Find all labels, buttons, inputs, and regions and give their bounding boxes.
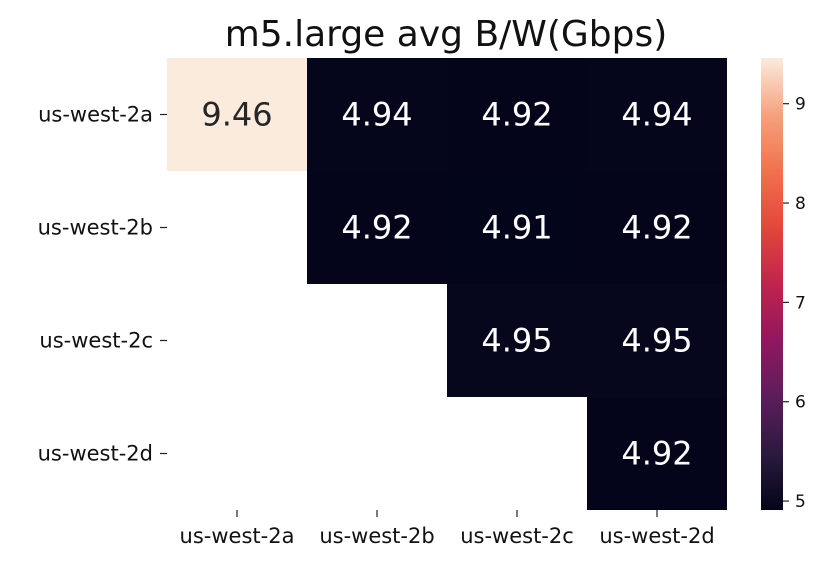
heatmap-cell xyxy=(307,58,447,171)
heatmap-cell xyxy=(587,397,727,510)
colorbar-tick-label: 5 xyxy=(795,492,806,512)
heatmap-cell xyxy=(307,171,447,284)
y-axis-ticks: us-west-2a us-west-2b us-west-2c us-west-2d xyxy=(38,103,167,466)
cell-value-label: 4.95 xyxy=(621,322,692,360)
x-tick-label: us-west-2d xyxy=(599,524,714,548)
colorbar-tick-label: 8 xyxy=(795,194,806,214)
cell-value-label: 4.95 xyxy=(481,322,552,360)
heatmap-cell xyxy=(587,284,727,397)
y-tick-label: us-west-2a xyxy=(38,103,153,127)
colorbar-tick-label: 6 xyxy=(795,393,806,413)
heatmap-cell xyxy=(587,58,727,171)
y-tick-label: us-west-2c xyxy=(39,329,153,353)
cell-annotations: 9.46 4.94 4.92 4.94 4.92 4.91 4.92 4.95 4.95 4.92 xyxy=(201,96,692,473)
heatmap-cell xyxy=(587,171,727,284)
cell-value-label: 4.94 xyxy=(341,96,412,134)
cell-value-label: 4.92 xyxy=(341,209,412,247)
heatmap-cell xyxy=(447,171,587,284)
cell-value-label: 9.46 xyxy=(201,96,272,134)
colorbar-ticks: 5 6 7 8 9 xyxy=(783,95,806,512)
cell-value-label: 4.92 xyxy=(621,435,692,473)
x-tick-label: us-west-2c xyxy=(460,524,574,548)
y-tick-label: us-west-2b xyxy=(38,216,153,240)
heatmap-cell xyxy=(447,284,587,397)
y-tick-label: us-west-2d xyxy=(38,442,153,466)
x-tick-label: us-west-2a xyxy=(180,524,295,548)
chart-title: m5.large avg B/W(Gbps) xyxy=(225,14,668,55)
colorbar xyxy=(761,58,783,510)
colorbar-tick-label: 7 xyxy=(795,293,806,313)
cell-value-label: 4.92 xyxy=(621,209,692,247)
heatmap-cell xyxy=(447,58,587,171)
heatmap-cell xyxy=(167,58,307,171)
cell-value-label: 4.92 xyxy=(481,96,552,134)
cell-value-label: 4.94 xyxy=(621,96,692,134)
x-axis-ticks: us-west-2a us-west-2b us-west-2c us-west-2d xyxy=(180,510,715,548)
cell-value-label: 4.91 xyxy=(481,209,552,247)
colorbar-tick-label: 9 xyxy=(795,95,806,115)
x-tick-label: us-west-2b xyxy=(319,524,434,548)
heatmap-cells xyxy=(167,58,727,510)
